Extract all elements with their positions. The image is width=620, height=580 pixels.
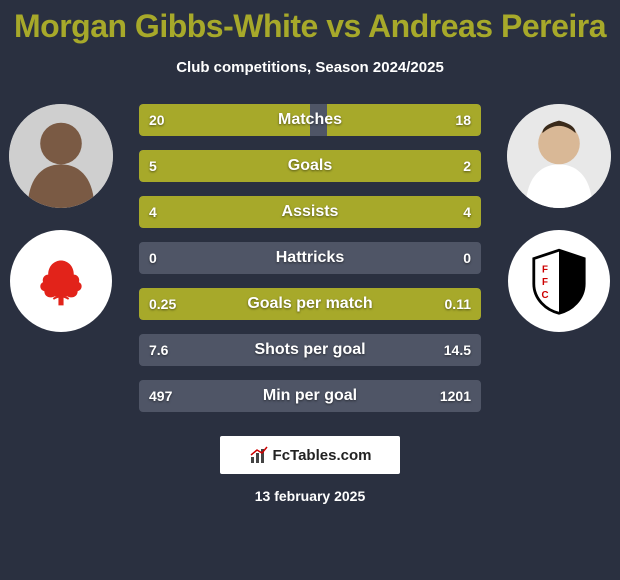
forest-crest-icon [29, 249, 93, 313]
person-icon [9, 104, 113, 208]
stat-bar: 44Assists [139, 196, 481, 228]
stat-bar: 0 0Hattricks [139, 242, 481, 274]
stat-bar-right-fill [375, 288, 481, 320]
left-player-column [6, 104, 116, 332]
stat-left-value: 497 [149, 388, 172, 404]
stat-bar: 0.250.11Goals per match [139, 288, 481, 320]
stat-bar: 52Goals [139, 150, 481, 182]
svg-text:F: F [542, 277, 548, 288]
stat-left-value: 0 [149, 250, 157, 266]
stat-bar-right-fill [310, 196, 481, 228]
stat-bar-right-fill [382, 150, 481, 182]
right-player-column: F F C [504, 104, 614, 332]
page-subtitle: Club competitions, Season 2024/2025 [0, 59, 620, 76]
stat-label: Hattricks [139, 249, 481, 267]
stat-bar: 497 1201Min per goal [139, 380, 481, 412]
stat-bar-left-fill [139, 150, 382, 182]
stat-bars: 2018Matches 52Goals 44Assists 0 0Hattricks 0.… [139, 104, 481, 412]
svg-text:F: F [542, 265, 548, 276]
left-player-avatar [9, 104, 113, 208]
stat-bar-left-fill [139, 288, 375, 320]
stat-left-value: 7.6 [149, 342, 168, 358]
stat-bar: 2018Matches [139, 104, 481, 136]
stat-bar-left-fill [139, 104, 310, 136]
stat-bar: 7.6 14.5Shots per goal [139, 334, 481, 366]
right-player-avatar [507, 104, 611, 208]
left-club-crest [10, 230, 112, 332]
stat-right-value: 1201 [440, 388, 471, 404]
svg-text:C: C [541, 290, 548, 301]
stat-right-value: 0 [463, 250, 471, 266]
brand-badge: FcTables.com [220, 436, 400, 474]
stat-bar-right-fill [327, 104, 481, 136]
page-title: Morgan Gibbs-White vs Andreas Pereira [0, 0, 620, 45]
right-club-crest: F F C [508, 230, 610, 332]
person-icon [507, 104, 611, 208]
stat-bar-left-fill [139, 196, 310, 228]
footer-date: 13 february 2025 [0, 488, 620, 504]
stat-label: Shots per goal [139, 341, 481, 359]
stat-label: Min per goal [139, 387, 481, 405]
stat-right-value: 14.5 [444, 342, 471, 358]
brand-text: FcTables.com [273, 447, 372, 464]
comparison-panel: F F C 2018Matches 52Goals 44Assists 0 0Hattr… [0, 104, 620, 412]
fulham-crest-icon: F F C [524, 246, 594, 316]
chart-icon [249, 445, 269, 465]
